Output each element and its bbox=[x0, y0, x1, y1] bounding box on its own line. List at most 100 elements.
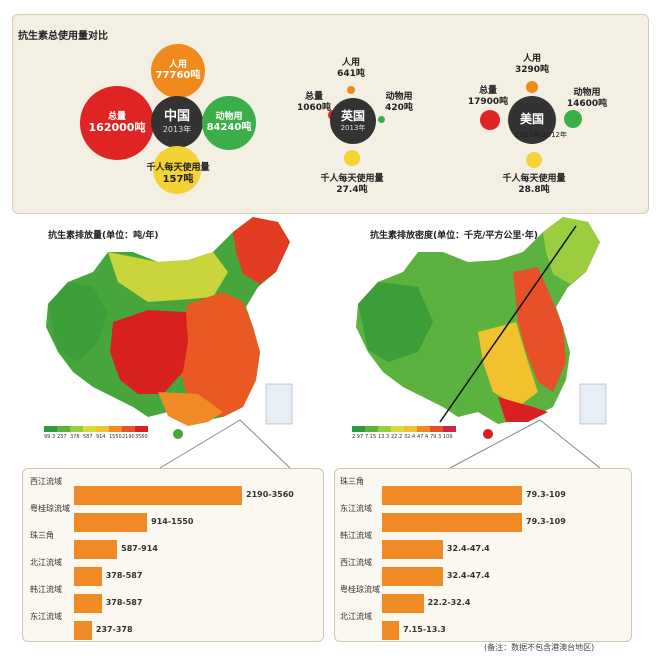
uk-total-text: 总量 1060吨 bbox=[294, 92, 334, 114]
right-legend-tick: 2.97 bbox=[352, 434, 364, 440]
china-total-value: 162000吨 bbox=[88, 120, 146, 134]
right-bar-category-label: 北江流域 bbox=[340, 612, 372, 621]
usa-total-text: 总量 17900吨 bbox=[466, 86, 510, 108]
left-bar-category-label: 珠三角 bbox=[30, 531, 54, 540]
china-center-circle: 中国 2013年 bbox=[151, 96, 203, 148]
left-bar-value-label: 2190-3560 bbox=[246, 490, 294, 499]
right-bar-category-label: 东江流域 bbox=[340, 504, 372, 513]
left-legend-tick: 99.3 bbox=[44, 434, 56, 440]
china-daily-circle bbox=[153, 146, 201, 194]
left-bar bbox=[74, 621, 92, 640]
right-legend-swatch bbox=[378, 426, 391, 432]
left-china-map bbox=[46, 217, 293, 439]
usa-human-value: 3290吨 bbox=[514, 64, 550, 75]
right-legend-swatch bbox=[443, 426, 456, 432]
uk-total-value: 1060吨 bbox=[296, 102, 332, 113]
right-bar bbox=[382, 567, 443, 586]
usa-center-circle: 美国 bbox=[508, 96, 556, 144]
china-animal-label: 动物用 bbox=[215, 112, 243, 123]
uk-human-text: 人用 641吨 bbox=[326, 58, 376, 80]
right-bar bbox=[382, 486, 522, 505]
uk-animal-value: 420吨 bbox=[385, 102, 413, 113]
uk-human-circle bbox=[347, 86, 355, 94]
china-year: 2013年 bbox=[162, 124, 192, 134]
right-map-hainan bbox=[483, 429, 493, 439]
usa-daily-label: 千人每天使用量 bbox=[502, 174, 566, 184]
china-human-value: 77760吨 bbox=[155, 70, 201, 82]
right-callout-line bbox=[449, 419, 601, 469]
right-map-west bbox=[358, 282, 433, 362]
left-legend-tick: 3560 bbox=[135, 434, 148, 440]
right-legend-swatch bbox=[365, 426, 378, 432]
right-china-map bbox=[356, 217, 607, 439]
left-map-legend: 99.3 237 378 587 914 1550 2190 3560 bbox=[44, 426, 164, 442]
left-bar bbox=[74, 540, 118, 559]
china-daily-text: 千人每天使用量 157吨 bbox=[126, 163, 230, 186]
usa-total-label: 总量 bbox=[478, 86, 497, 96]
right-legend-tick: 7.15 bbox=[365, 434, 377, 440]
left-map-inset bbox=[265, 383, 293, 425]
right-map-title: 抗生素排放密度(单位：千克/平方公里·年) bbox=[370, 231, 538, 241]
left-bar bbox=[74, 567, 102, 586]
usa-daily-circle bbox=[526, 152, 542, 168]
china-animal-value: 84240吨 bbox=[206, 122, 252, 134]
right-bar bbox=[382, 513, 522, 532]
right-bar-value-label: 79.3-109 bbox=[526, 517, 566, 526]
right-bar-value-label: 7.15-13.3 bbox=[403, 625, 446, 634]
uk-total-label: 总量 bbox=[304, 92, 323, 102]
right-bar-category-label: 粤桂琼流域 bbox=[340, 585, 380, 594]
right-legend-tick: 79.3 bbox=[430, 434, 442, 440]
china-total-label: 总量 bbox=[107, 111, 126, 122]
left-map-northeast bbox=[233, 217, 290, 284]
right-bar-category-label: 珠三角 bbox=[340, 477, 364, 486]
left-legend-tick: 914 bbox=[96, 434, 106, 440]
right-bar-value-label: 32.4-47.4 bbox=[446, 544, 490, 553]
uk-daily-label: 千人每天使用量 bbox=[320, 174, 384, 184]
right-map-southcoast bbox=[498, 397, 548, 422]
left-legend-tick: 2190 bbox=[122, 434, 135, 440]
left-legend-tick: 378 bbox=[70, 434, 80, 440]
left-bar bbox=[74, 486, 242, 505]
left-bar-category-label: 西江流域 bbox=[30, 477, 62, 486]
left-bar-category-label: 东江流域 bbox=[30, 612, 62, 621]
left-legend-tick: 237 bbox=[57, 434, 67, 440]
left-map-central bbox=[110, 310, 188, 394]
right-legend-tick: 109 bbox=[443, 434, 453, 440]
uk-daily-value: 27.4吨 bbox=[336, 184, 368, 195]
left-map-north bbox=[108, 252, 228, 302]
left-legend-swatch bbox=[83, 426, 96, 432]
right-legend-tick: 22.2 bbox=[391, 434, 403, 440]
left-legend-swatch bbox=[122, 426, 135, 432]
left-bar bbox=[74, 513, 148, 532]
right-bar-value-label: 79.3-109 bbox=[526, 490, 566, 499]
right-legend-tick: 32.4 bbox=[404, 434, 416, 440]
usa-animal-value: 14600吨 bbox=[566, 98, 608, 109]
left-legend-tick: 587 bbox=[83, 434, 93, 440]
left-legend-swatch bbox=[135, 426, 148, 432]
china-human-label: 人用 bbox=[168, 60, 187, 71]
left-map-west bbox=[48, 282, 108, 362]
usa-animal-circle bbox=[564, 110, 582, 128]
right-map-mideast bbox=[478, 322, 538, 407]
china-total-circle: 总量 162000吨 bbox=[80, 86, 154, 160]
china-daily-label: 千人每天使用量 bbox=[146, 163, 210, 173]
uk-animal-text: 动物用 420吨 bbox=[372, 92, 426, 114]
left-bar-category-label: 北江流域 bbox=[30, 558, 62, 567]
right-legend-tick: 47.4 bbox=[417, 434, 429, 440]
right-bar-value-label: 32.4-47.4 bbox=[446, 571, 490, 580]
right-bar-category-label: 西江流域 bbox=[340, 558, 372, 567]
uk-center-circle: 英国 2013年 bbox=[330, 98, 376, 144]
left-legend-swatch bbox=[96, 426, 109, 432]
right-bar bbox=[382, 540, 443, 559]
left-legend-swatch bbox=[44, 426, 57, 432]
right-map-inset bbox=[579, 383, 607, 425]
uk-daily-text: 千人每天使用量 27.4吨 bbox=[300, 174, 404, 196]
right-legend-swatch bbox=[352, 426, 365, 432]
left-callout-line bbox=[159, 419, 291, 469]
uk-year: 2013年 bbox=[340, 123, 366, 132]
usa-human-text: 人用 3290吨 bbox=[504, 54, 560, 76]
left-legend-swatch bbox=[70, 426, 83, 432]
left-legend-tick: 1550 bbox=[109, 434, 122, 440]
right-bar bbox=[382, 594, 424, 613]
right-legend-swatch bbox=[404, 426, 417, 432]
